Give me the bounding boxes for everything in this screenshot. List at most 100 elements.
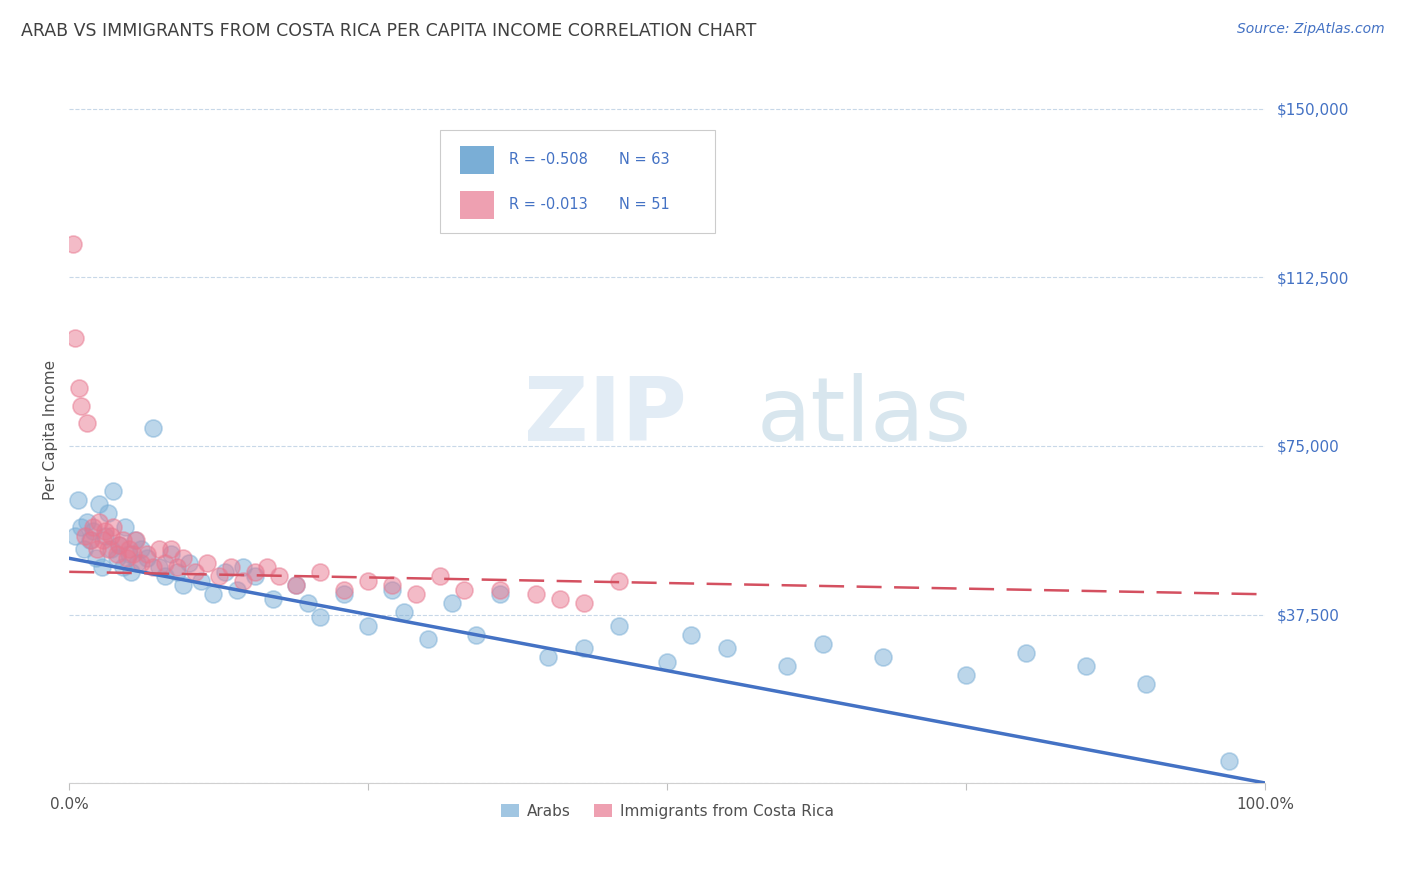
Point xyxy=(63,331,86,345)
Point xyxy=(90,560,112,574)
Point xyxy=(256,560,278,574)
Point xyxy=(453,582,475,597)
Point xyxy=(609,619,631,633)
Point xyxy=(118,547,141,561)
Point xyxy=(333,587,356,601)
Point xyxy=(609,574,631,588)
Point xyxy=(177,556,200,570)
Point xyxy=(89,497,111,511)
Point xyxy=(1218,754,1240,768)
Point xyxy=(955,668,977,682)
Point xyxy=(79,533,101,548)
Point xyxy=(392,605,415,619)
Point xyxy=(657,655,679,669)
Point xyxy=(136,551,159,566)
Point xyxy=(195,556,218,570)
Point xyxy=(160,542,183,557)
Point xyxy=(136,547,159,561)
Point xyxy=(142,421,165,435)
Point xyxy=(214,565,236,579)
Point xyxy=(166,565,188,579)
Point xyxy=(488,582,510,597)
Point xyxy=(172,578,194,592)
Point xyxy=(225,582,247,597)
Point xyxy=(82,520,104,534)
Point xyxy=(62,236,84,251)
Point xyxy=(103,520,125,534)
Point xyxy=(105,547,128,561)
Point xyxy=(285,578,308,592)
Point xyxy=(63,529,86,543)
Point xyxy=(201,587,224,601)
Point xyxy=(112,533,135,548)
Point xyxy=(716,641,738,656)
Point xyxy=(129,542,152,557)
Point xyxy=(572,596,595,610)
Point xyxy=(184,565,207,579)
Point xyxy=(172,551,194,566)
Point xyxy=(405,587,427,601)
Point xyxy=(86,542,108,557)
Point xyxy=(1015,646,1038,660)
Point xyxy=(872,650,894,665)
Point xyxy=(219,560,242,574)
Point xyxy=(190,574,212,588)
Point xyxy=(84,551,107,566)
Legend: Arabs, Immigrants from Costa Rica: Arabs, Immigrants from Costa Rica xyxy=(495,797,839,825)
Point xyxy=(1074,659,1097,673)
Point xyxy=(94,524,117,539)
Point xyxy=(67,380,90,394)
Point xyxy=(153,569,176,583)
FancyBboxPatch shape xyxy=(440,130,716,233)
Point xyxy=(114,520,136,534)
Text: N = 51: N = 51 xyxy=(620,197,671,212)
Text: ARAB VS IMMIGRANTS FROM COSTA RICA PER CAPITA INCOME CORRELATION CHART: ARAB VS IMMIGRANTS FROM COSTA RICA PER C… xyxy=(21,22,756,40)
Point xyxy=(440,596,463,610)
FancyBboxPatch shape xyxy=(460,146,494,174)
Point xyxy=(309,609,332,624)
Point xyxy=(243,569,266,583)
Point xyxy=(89,516,111,530)
Point xyxy=(108,538,131,552)
Point xyxy=(153,556,176,570)
Point xyxy=(70,399,93,413)
Point xyxy=(76,417,98,431)
Point xyxy=(91,533,114,548)
Point xyxy=(681,628,703,642)
FancyBboxPatch shape xyxy=(460,191,494,219)
Point xyxy=(232,574,254,588)
Point xyxy=(208,569,231,583)
Point xyxy=(464,628,486,642)
Point xyxy=(148,560,170,574)
Point xyxy=(66,492,89,507)
Point xyxy=(381,578,404,592)
Point xyxy=(76,516,98,530)
Point xyxy=(82,524,104,539)
Point xyxy=(776,659,799,673)
Point xyxy=(100,529,122,543)
Point xyxy=(285,578,308,592)
Point xyxy=(232,560,254,574)
Point xyxy=(94,529,117,543)
Point xyxy=(70,520,93,534)
Y-axis label: Per Capita Income: Per Capita Income xyxy=(44,360,58,500)
Text: ZIP: ZIP xyxy=(524,373,686,459)
Point xyxy=(105,551,128,566)
Point xyxy=(125,533,148,548)
Point xyxy=(129,556,152,570)
Point xyxy=(120,565,142,579)
Point xyxy=(127,556,149,570)
Point xyxy=(537,650,560,665)
Point xyxy=(267,569,290,583)
Point xyxy=(262,591,284,606)
Point xyxy=(429,569,451,583)
Point xyxy=(357,574,380,588)
Point xyxy=(142,560,165,574)
Point xyxy=(160,547,183,561)
Point xyxy=(96,507,118,521)
Point xyxy=(118,542,141,557)
Point xyxy=(524,587,547,601)
Text: R = -0.013: R = -0.013 xyxy=(509,197,588,212)
Point xyxy=(112,560,135,574)
Point xyxy=(243,565,266,579)
